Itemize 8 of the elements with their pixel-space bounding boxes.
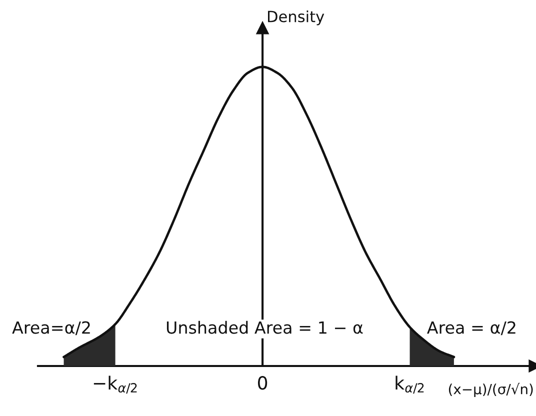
x-axis-title: (x−μ)/(σ/√n) [448,382,533,398]
annotation: Area=α/2 [12,321,90,336]
x-tick-label: k$_{α/2}$ [396,376,424,394]
x-tick-label: 0 [258,376,268,390]
y-axis-title: Density [268,10,324,26]
annotation: Unshaded Area = 1 − α [166,320,363,334]
annotation: Area = α/2 [427,321,516,336]
x-tick-label: −k$_{α/2}$ [94,376,137,394]
